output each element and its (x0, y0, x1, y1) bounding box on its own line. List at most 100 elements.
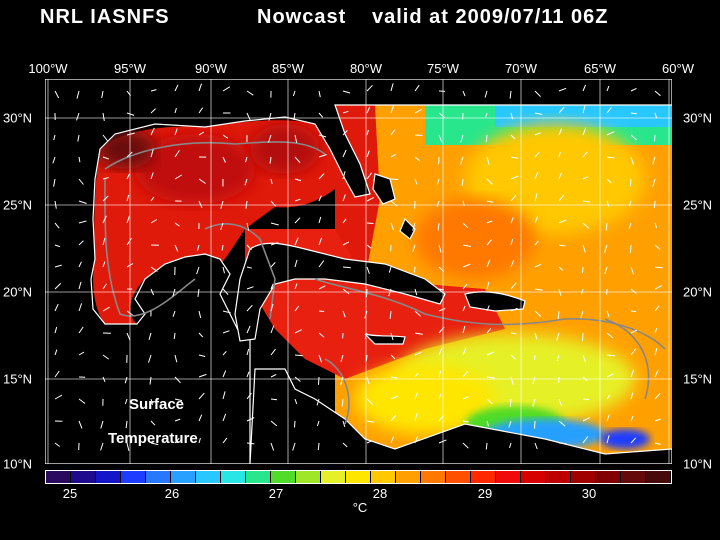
current-arrow (414, 288, 418, 296)
current-arrow (102, 283, 107, 290)
lon-label-65w: 65°W (584, 61, 616, 76)
current-arrow (174, 150, 180, 158)
current-arrow (390, 154, 397, 158)
current-arrow (294, 354, 303, 357)
current-arrow (196, 266, 200, 275)
current-arrow (222, 288, 229, 296)
current-arrow (534, 420, 536, 429)
current-arrow (342, 194, 346, 202)
current-arrow (150, 108, 156, 114)
current-arrow (366, 440, 373, 444)
lon-label-90w: 90°W (195, 61, 227, 76)
current-arrow (342, 420, 346, 428)
current-arrow (366, 420, 375, 423)
current-arrow (316, 398, 320, 406)
current-arrow (630, 310, 637, 313)
current-arrow (78, 240, 84, 246)
current-arrow (510, 134, 516, 140)
current-arrow (78, 398, 86, 404)
current-arrow (102, 156, 109, 160)
current-arrow (54, 442, 60, 447)
current-arrow (654, 266, 663, 269)
current-arrow (245, 156, 248, 163)
current-arrow (246, 244, 252, 251)
current-arrow (172, 288, 176, 297)
current-arrow (246, 371, 250, 378)
current-arrow (510, 354, 517, 360)
current-arrow (222, 156, 226, 163)
current-arrow (54, 326, 58, 334)
current-arrow (606, 178, 612, 184)
current-arrow (102, 354, 109, 360)
current-arrow (558, 87, 567, 92)
current-arrow (629, 244, 632, 253)
current-arrow (604, 244, 608, 253)
current-arrow (606, 310, 610, 318)
current-arrow (438, 347, 443, 356)
current-arrow (294, 198, 301, 202)
current-arrow (654, 112, 658, 119)
current-arrow (318, 310, 325, 312)
current-arrow (654, 347, 658, 356)
current-arrow (54, 264, 62, 268)
current-arrow (390, 129, 396, 136)
current-arrow (125, 420, 128, 429)
current-arrow (342, 310, 346, 318)
current-arrow (534, 132, 541, 136)
current-arrow (630, 392, 634, 400)
current-arrow (318, 285, 326, 290)
current-arrow (54, 222, 60, 229)
current-arrow (582, 105, 586, 114)
current-arrow (54, 370, 60, 378)
current-arrow (606, 332, 614, 339)
current-arrow (438, 288, 444, 291)
colorbar-swatch (146, 471, 171, 483)
current-arrow (510, 217, 514, 224)
current-arrow (150, 149, 154, 158)
current-arrow (510, 238, 514, 246)
current-arrow (270, 222, 279, 226)
current-arrow (534, 152, 540, 158)
current-arrow (606, 435, 610, 444)
current-arrow (366, 376, 370, 385)
current-arrow (654, 90, 661, 97)
current-arrow (102, 195, 109, 202)
current-arrow (198, 107, 204, 114)
current-arrow (366, 84, 373, 92)
current-arrow (294, 156, 301, 164)
current-arrow (462, 305, 466, 312)
current-arrow (126, 132, 135, 136)
colorbar-tick-26: 26 (164, 486, 180, 501)
current-arrow (414, 134, 423, 136)
sea-surface-temperature-map[interactable] (45, 79, 672, 464)
current-arrow (318, 90, 321, 98)
current-arrow (390, 222, 395, 231)
current-arrow (390, 376, 398, 379)
colorbar-swatch (346, 471, 371, 483)
current-arrow (174, 354, 178, 363)
current-arrow (294, 283, 298, 290)
current-arrow (508, 420, 512, 428)
current-arrow (414, 372, 419, 378)
current-arrow (486, 220, 493, 224)
current-arrow (558, 420, 566, 427)
current-arrow (126, 442, 130, 451)
current-arrow (556, 354, 560, 362)
current-arrow (582, 84, 587, 92)
lat-label-10n-right: 10°N (683, 456, 713, 472)
current-arrow (414, 108, 423, 114)
current-arrow (606, 131, 615, 136)
current-arrow (630, 134, 637, 141)
current-arrow (172, 310, 176, 317)
current-arrow (437, 222, 440, 231)
current-arrow (436, 178, 440, 185)
current-arrow (220, 222, 224, 230)
current-arrow (78, 303, 83, 312)
current-arrow (558, 128, 563, 136)
colorbar-swatch (546, 471, 571, 483)
current-arrow (174, 128, 178, 136)
current-arrow (486, 239, 493, 246)
current-arrow (510, 112, 514, 120)
current-arrow (630, 415, 634, 422)
current-arrow (534, 90, 541, 98)
